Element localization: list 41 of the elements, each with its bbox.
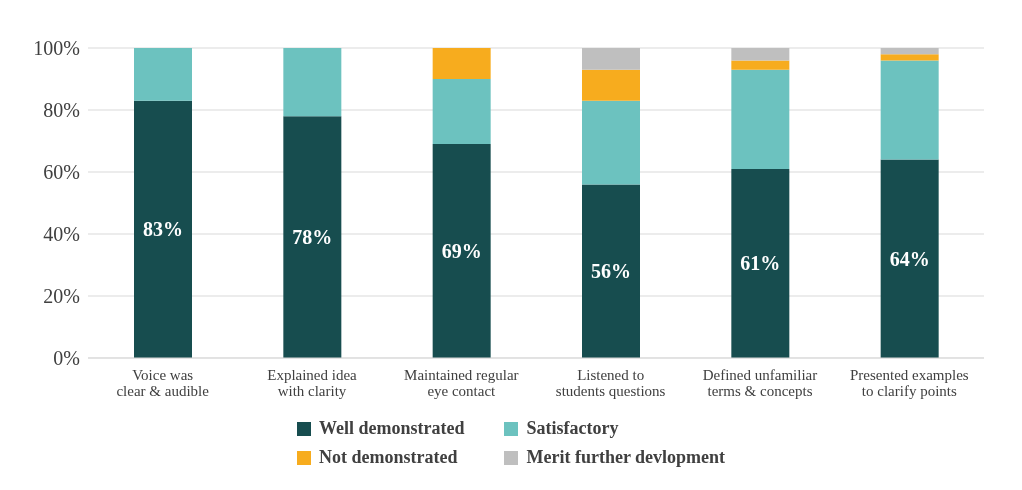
bar xyxy=(731,48,790,61)
data-label: 83% xyxy=(143,218,183,241)
bar xyxy=(582,48,640,70)
bar xyxy=(582,69,640,101)
bar xyxy=(582,184,640,358)
bar xyxy=(432,48,491,79)
data-label: 61% xyxy=(740,252,781,275)
y-tick-label: 100% xyxy=(33,37,80,60)
bar xyxy=(432,79,491,145)
data-label: 56% xyxy=(591,260,631,283)
bar xyxy=(283,116,342,358)
bar xyxy=(432,144,491,358)
x-tick-label: Presented examples to clarify points xyxy=(849,367,969,399)
y-tick-label: 0% xyxy=(53,347,80,370)
bar xyxy=(582,100,640,185)
legend-label: Well demonstrated xyxy=(318,418,465,439)
x-tick-label: Listened to students questions xyxy=(555,367,666,399)
bar xyxy=(134,48,192,101)
bar xyxy=(283,48,342,117)
bar xyxy=(880,54,939,61)
bar xyxy=(731,69,790,169)
bar xyxy=(880,159,939,358)
y-tick-label: 20% xyxy=(43,285,80,308)
x-tick-label: Voice was clear & audible xyxy=(116,367,210,399)
data-label: 78% xyxy=(292,226,333,249)
bar xyxy=(880,48,939,55)
bar xyxy=(731,168,790,358)
legend-label: Satisfactory xyxy=(526,418,619,439)
x-tick-label: Explained idea with clarity xyxy=(267,367,358,399)
y-tick-label: 40% xyxy=(43,223,80,246)
bar xyxy=(731,60,790,70)
legend-label: Not demonstrated xyxy=(318,447,458,468)
data-label: 69% xyxy=(441,240,482,263)
bar xyxy=(880,60,939,160)
y-tick-label: 80% xyxy=(43,99,80,122)
x-tick-label: Defined unfamiliar terms & concepts xyxy=(702,367,818,399)
legend-label: Merit further devlopment xyxy=(526,447,726,468)
data-label: 64% xyxy=(889,247,930,270)
y-tick-label: 60% xyxy=(43,161,80,184)
bar xyxy=(134,100,192,358)
x-tick-label: Maintained regular eye contact xyxy=(404,367,519,399)
